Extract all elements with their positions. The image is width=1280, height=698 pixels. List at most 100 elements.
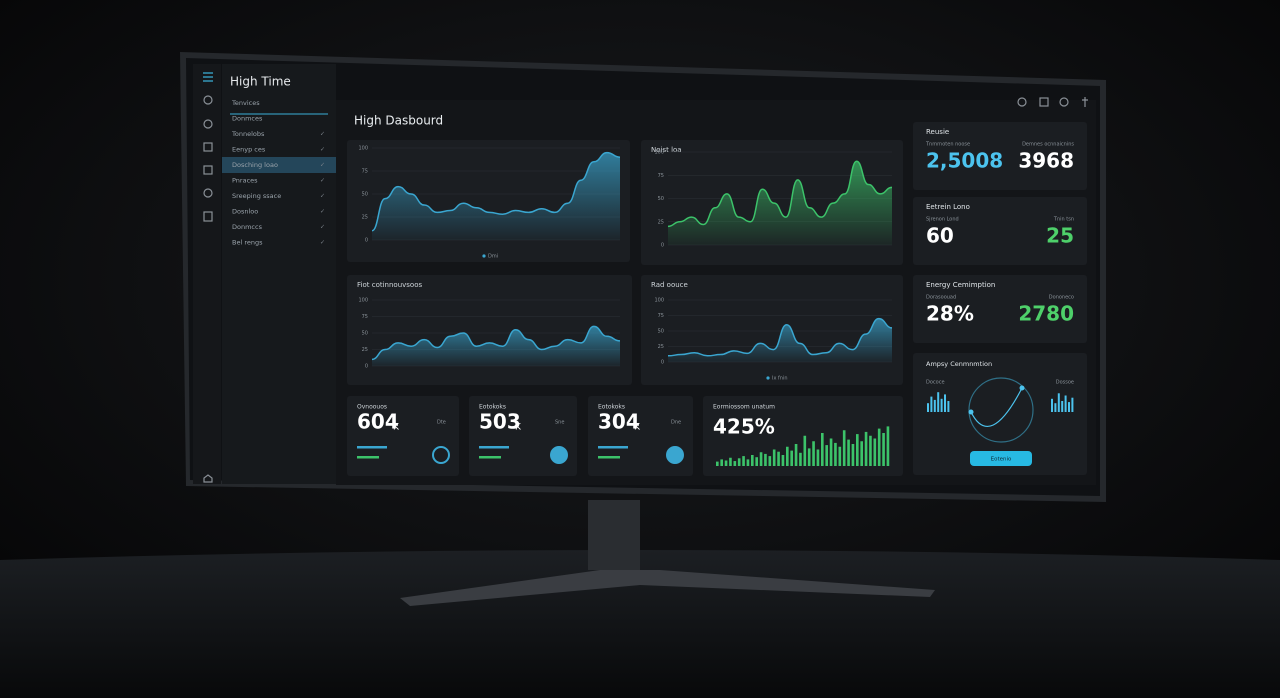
stand-neck <box>588 500 640 570</box>
check: ✓ <box>320 146 325 153</box>
panel <box>913 122 1087 190</box>
kpi-note: Dne <box>671 420 681 426</box>
header-icon[interactable] <box>1082 97 1088 107</box>
nav-icon[interactable] <box>203 142 213 152</box>
menu-icon[interactable] <box>203 72 213 82</box>
bar <box>838 446 842 466</box>
y-tick-label: 100 <box>654 150 664 156</box>
kpi-title: Ovnoouos <box>357 404 387 411</box>
progress <box>479 456 501 459</box>
stat-label: Tnin tsn <box>1053 217 1074 223</box>
gauge-label: Dococe <box>926 380 945 386</box>
stat-label: Dorasoouad <box>926 295 956 301</box>
kpi-value: 604 <box>357 410 399 434</box>
card-title: Eormiossom unatum <box>713 404 775 411</box>
bar <box>834 442 837 466</box>
kpi-value: 304 <box>598 410 640 434</box>
page-title: High Dasbourd <box>354 114 443 128</box>
mini-bar <box>940 398 943 412</box>
icon-rail <box>193 64 221 484</box>
y-tick-label: 25 <box>658 344 664 350</box>
progress <box>598 446 628 449</box>
nav-icon[interactable] <box>203 119 213 129</box>
stat-title: Reusie <box>926 128 949 136</box>
kpi-icon <box>550 446 568 464</box>
y-tick-label: 100 <box>358 146 368 152</box>
mini-bar <box>1071 397 1074 412</box>
bar <box>746 459 750 466</box>
y-tick-label: 50 <box>658 196 664 202</box>
mini-bar <box>1061 401 1064 412</box>
y-tick-label: 50 <box>362 192 368 198</box>
bar <box>768 456 772 466</box>
nav-item[interactable]: Donmccs <box>232 223 263 231</box>
kpi-unit: K <box>515 423 522 433</box>
gauge-needle <box>970 387 1023 427</box>
app-title: High Time <box>230 75 291 89</box>
bar <box>864 431 868 466</box>
nav-icon[interactable] <box>203 165 213 175</box>
kpi-unit: K <box>393 423 400 433</box>
bar <box>720 459 723 466</box>
y-tick-label: 0 <box>365 364 368 370</box>
nav-item[interactable]: Dosnloo <box>232 208 258 216</box>
panel <box>913 275 1087 343</box>
button[interactable] <box>970 451 1032 466</box>
kpi-unit: K <box>634 423 641 433</box>
nav-item[interactable]: Dosching loao <box>232 161 278 169</box>
header-icon[interactable] <box>1039 97 1049 107</box>
stat-label: Demnes ocnnaicnins <box>1022 142 1074 148</box>
stat-value: 3968 <box>1018 149 1074 173</box>
card-value: 425% <box>713 415 775 439</box>
legend-label: Dmi <box>488 254 498 260</box>
button-label[interactable]: Eotenio <box>991 457 1012 463</box>
nav-item[interactable]: Pnraces <box>232 177 258 185</box>
kpi-note: Dte <box>437 420 446 426</box>
nav-icon[interactable] <box>203 188 213 198</box>
progress <box>479 446 509 449</box>
footer-icon[interactable] <box>203 474 213 483</box>
line <box>667 317 893 357</box>
mini-bar <box>1051 398 1053 412</box>
y-tick-label: 25 <box>362 347 368 353</box>
y-tick-label: 50 <box>658 329 664 335</box>
bar <box>877 428 881 466</box>
nav-item[interactable]: Eenyp ces <box>232 146 266 154</box>
nav-icon[interactable] <box>203 211 213 222</box>
progress <box>598 456 620 459</box>
y-tick-label: 100 <box>358 298 368 304</box>
y-tick-label: 0 <box>365 238 368 244</box>
line <box>371 325 621 361</box>
bar <box>873 438 877 466</box>
bar <box>724 460 728 466</box>
bar <box>869 435 872 466</box>
nav-item[interactable]: Bel rengs <box>232 239 263 247</box>
bar <box>860 441 863 466</box>
nav-item[interactable]: Sreeping ssace <box>232 192 281 200</box>
panel <box>641 275 903 385</box>
home-icon[interactable] <box>203 95 213 105</box>
mini-bar <box>1068 402 1070 412</box>
gauge-dot <box>968 409 974 415</box>
bar <box>781 455 785 466</box>
nav-item[interactable]: Tenvices <box>231 99 260 107</box>
header-icon[interactable] <box>1017 97 1027 107</box>
icon-set <box>203 72 1088 483</box>
bar <box>821 433 824 466</box>
bar <box>847 439 850 466</box>
card-title: Ampsy Cenmnmtion <box>926 360 992 368</box>
desk <box>0 550 1280 698</box>
bar <box>786 446 789 466</box>
legend-dot <box>482 254 486 258</box>
nav-item[interactable]: Tonnelobs <box>231 130 265 138</box>
chart-title: Rad oouce <box>651 281 688 289</box>
bar <box>759 452 763 466</box>
panel <box>913 353 1087 475</box>
progress <box>357 446 387 449</box>
area <box>372 326 620 366</box>
nav-item[interactable]: Donmces <box>232 115 263 123</box>
check: ✓ <box>320 177 325 184</box>
stat-label: Dononeco <box>1049 295 1074 301</box>
header-icon[interactable] <box>1059 97 1069 107</box>
